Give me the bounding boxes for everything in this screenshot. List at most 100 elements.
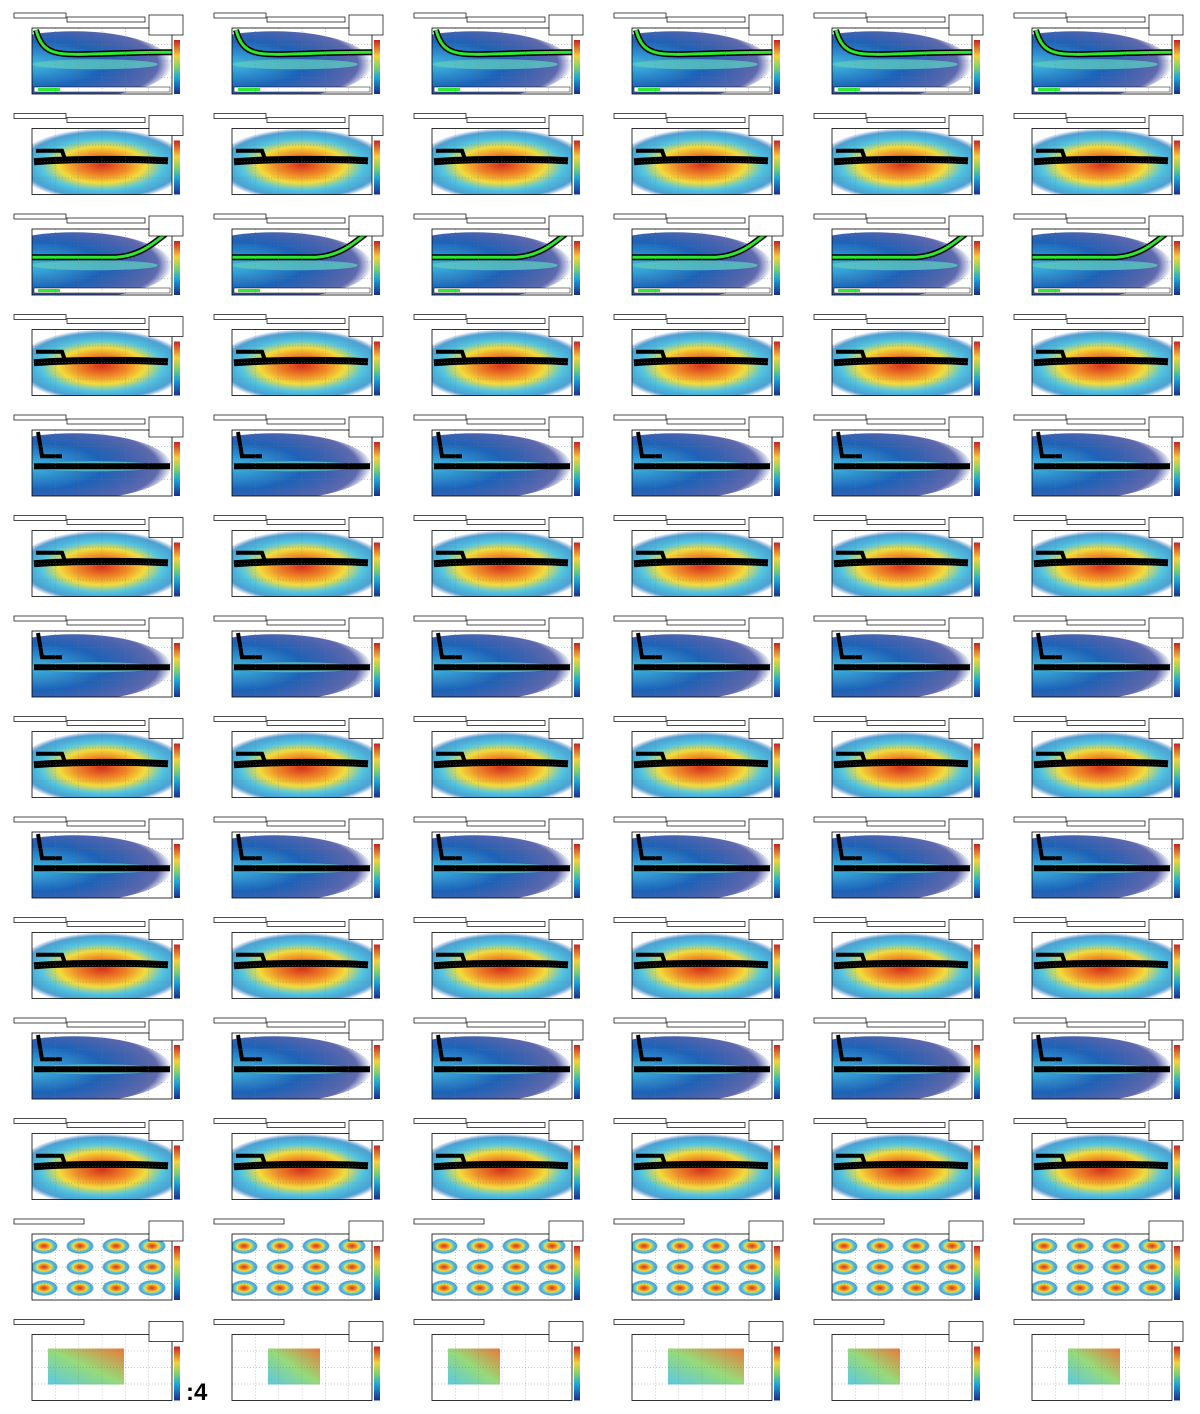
panel <box>213 816 384 899</box>
stats-box <box>1148 416 1184 438</box>
profile-arm <box>36 1153 68 1168</box>
stats-box <box>1148 617 1184 639</box>
panel <box>413 113 584 195</box>
stats-box <box>348 14 384 36</box>
fit-box <box>666 619 746 626</box>
plot-frame <box>231 1133 373 1200</box>
panel <box>1013 615 1184 698</box>
panel <box>413 1218 584 1301</box>
color-scale <box>1174 341 1180 396</box>
fit-legend-key <box>638 289 660 292</box>
profile <box>433 557 569 568</box>
profile-arm <box>836 632 862 660</box>
color-scale <box>1174 1045 1180 1099</box>
title-box <box>613 1218 685 1225</box>
profile-arm <box>836 1153 868 1168</box>
plot-frame <box>1031 1334 1173 1401</box>
panel <box>413 1118 584 1200</box>
profile-arm <box>436 833 462 861</box>
panel <box>213 716 384 798</box>
stats-box <box>948 215 984 237</box>
title-box <box>213 917 267 923</box>
stats-box <box>748 215 784 237</box>
panel <box>413 615 584 698</box>
plot-content <box>448 1348 500 1385</box>
plot-frame <box>831 1032 973 1100</box>
fit-box <box>866 418 946 425</box>
title-box <box>13 615 67 622</box>
profile <box>1033 1160 1169 1171</box>
profile <box>833 959 969 970</box>
blob <box>338 1238 366 1254</box>
fit-box <box>466 720 546 726</box>
profile <box>233 758 369 769</box>
blob <box>866 1238 894 1254</box>
profile-arm <box>436 1034 462 1062</box>
profile-arm <box>636 1034 662 1062</box>
blob <box>1138 1280 1166 1296</box>
fit-box <box>266 1122 346 1128</box>
title-box <box>613 1319 685 1325</box>
profile <box>633 155 769 166</box>
color-scale <box>374 844 380 898</box>
color-scale <box>774 442 780 496</box>
title-box <box>213 414 267 421</box>
profile <box>633 758 769 769</box>
fit-box <box>1066 921 1146 927</box>
fit-box <box>466 820 546 827</box>
title-box <box>613 1118 667 1124</box>
stats-box <box>348 416 384 438</box>
panel <box>613 12 784 95</box>
profile-arm <box>36 431 62 459</box>
color-scale <box>174 844 180 898</box>
stats-box <box>548 1120 584 1141</box>
fit-box <box>866 1021 946 1028</box>
title-box <box>813 113 867 119</box>
fit-box <box>66 619 146 626</box>
blob <box>902 1280 930 1296</box>
fit-legend-key <box>438 289 460 292</box>
title-box <box>13 414 67 421</box>
panel <box>613 1218 784 1301</box>
title-box <box>13 213 67 220</box>
title-box <box>613 917 667 923</box>
plot-frame <box>631 27 773 95</box>
fit-box <box>66 217 146 224</box>
color-scale <box>574 1246 580 1300</box>
title-box <box>613 716 667 722</box>
plot-frame <box>1031 429 1173 497</box>
plot-frame <box>831 27 973 95</box>
profile-arm <box>436 550 468 565</box>
plot-content <box>432 833 572 898</box>
panel <box>813 113 984 195</box>
panel <box>413 12 584 95</box>
plot-frame <box>631 630 773 698</box>
stats-box <box>548 1019 584 1041</box>
fit-box <box>66 921 146 927</box>
plot-frame <box>31 731 173 798</box>
plot-content <box>232 229 372 295</box>
fit-box <box>666 720 746 726</box>
title-box <box>413 716 467 722</box>
plot-frame <box>231 128 373 195</box>
stats-box <box>348 919 384 940</box>
plot-frame <box>431 1133 573 1200</box>
color-scale <box>574 241 580 295</box>
profile-arm <box>1036 349 1068 364</box>
profile <box>833 557 969 568</box>
core <box>232 59 358 70</box>
plot-content <box>632 1034 772 1099</box>
fit-box <box>266 418 346 425</box>
plot-frame <box>31 1334 173 1401</box>
panel <box>413 1017 584 1100</box>
plot-frame <box>1031 1233 1173 1301</box>
profile-arm <box>236 550 268 565</box>
color-scale <box>574 1145 580 1200</box>
color-scale <box>1174 944 1180 999</box>
core <box>32 59 158 70</box>
blob <box>938 1280 966 1296</box>
color-scale <box>374 1346 380 1401</box>
title-box <box>413 113 467 119</box>
blob <box>902 1238 930 1254</box>
